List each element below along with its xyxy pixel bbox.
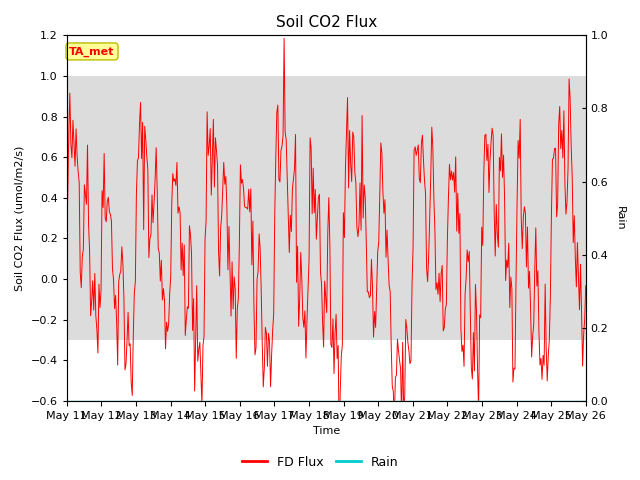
Bar (67, 76, 586, 340)
Y-axis label: Rain: Rain (615, 206, 625, 230)
X-axis label: Time: Time (312, 426, 340, 436)
Title: Soil CO2 Flux: Soil CO2 Flux (276, 15, 377, 30)
Y-axis label: Soil CO2 Flux (umol/m2/s): Soil CO2 Flux (umol/m2/s) (15, 145, 25, 291)
Text: TA_met: TA_met (69, 46, 115, 57)
Legend: FD Flux, Rain: FD Flux, Rain (237, 451, 403, 474)
